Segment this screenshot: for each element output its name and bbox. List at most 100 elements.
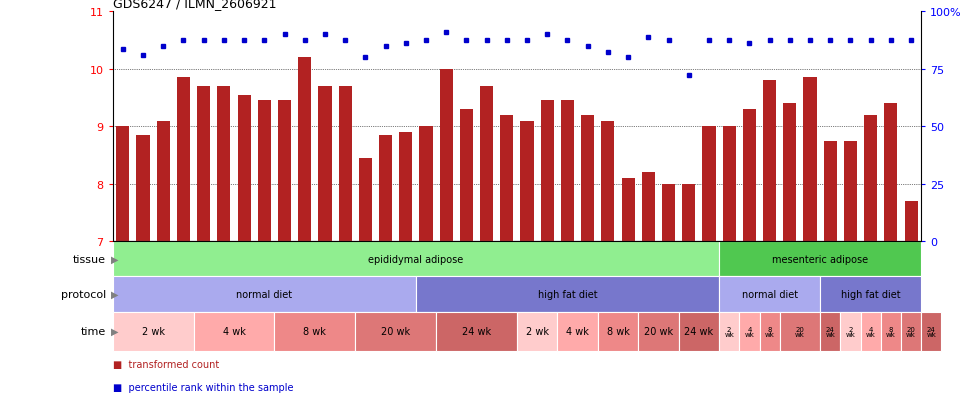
- Bar: [901, 312, 921, 351]
- Bar: [602, 121, 614, 242]
- Text: high fat diet: high fat diet: [841, 289, 901, 299]
- Text: mesenteric adipose: mesenteric adipose: [772, 254, 868, 264]
- Text: normal diet: normal diet: [742, 289, 798, 299]
- Text: 4 wk: 4 wk: [222, 326, 245, 337]
- Text: 2 wk: 2 wk: [525, 326, 549, 337]
- Bar: [258, 101, 270, 242]
- Text: 20 wk: 20 wk: [381, 326, 411, 337]
- Bar: [460, 110, 473, 242]
- Bar: [662, 184, 675, 242]
- Bar: [436, 312, 517, 351]
- Bar: [197, 87, 211, 242]
- Text: 24
wk: 24 wk: [926, 326, 936, 337]
- Bar: [864, 116, 877, 242]
- Bar: [678, 312, 719, 351]
- Bar: [218, 87, 230, 242]
- Text: 24 wk: 24 wk: [684, 326, 713, 337]
- Text: ▶: ▶: [111, 326, 119, 337]
- Bar: [113, 312, 193, 351]
- Bar: [399, 133, 413, 242]
- Text: 2
wk: 2 wk: [846, 326, 856, 337]
- Bar: [804, 78, 816, 242]
- Bar: [823, 141, 837, 242]
- Text: tissue: tissue: [74, 254, 106, 264]
- Bar: [419, 127, 432, 242]
- Bar: [355, 312, 436, 351]
- Bar: [763, 81, 776, 242]
- Bar: [682, 184, 696, 242]
- Bar: [840, 312, 860, 351]
- Text: 24
wk: 24 wk: [825, 326, 835, 337]
- Bar: [642, 173, 655, 242]
- Text: ■  percentile rank within the sample: ■ percentile rank within the sample: [113, 382, 293, 392]
- Bar: [359, 159, 372, 242]
- Bar: [298, 58, 312, 242]
- Bar: [760, 312, 780, 351]
- Bar: [176, 78, 190, 242]
- Bar: [318, 87, 331, 242]
- Bar: [780, 312, 820, 351]
- Bar: [739, 312, 760, 351]
- Bar: [703, 127, 715, 242]
- Bar: [820, 312, 840, 351]
- Text: 8 wk: 8 wk: [607, 326, 629, 337]
- Bar: [480, 87, 493, 242]
- Text: 8
wk: 8 wk: [886, 326, 896, 337]
- Bar: [237, 95, 251, 242]
- Bar: [638, 312, 678, 351]
- Bar: [722, 127, 736, 242]
- Text: 2
wk: 2 wk: [724, 326, 734, 337]
- Text: ■  transformed count: ■ transformed count: [113, 359, 219, 369]
- Bar: [157, 121, 170, 242]
- Bar: [379, 135, 392, 242]
- Text: 4
wk: 4 wk: [865, 326, 875, 337]
- Bar: [338, 87, 352, 242]
- Bar: [621, 178, 635, 242]
- Bar: [860, 312, 881, 351]
- Text: protocol: protocol: [61, 289, 106, 299]
- Text: 4 wk: 4 wk: [566, 326, 589, 337]
- Bar: [820, 277, 921, 312]
- Text: time: time: [81, 326, 106, 337]
- Text: 4
wk: 4 wk: [745, 326, 755, 337]
- Bar: [113, 242, 719, 277]
- Bar: [719, 277, 820, 312]
- Text: ▶: ▶: [111, 254, 119, 264]
- Bar: [783, 104, 797, 242]
- Text: GDS6247 / ILMN_2606921: GDS6247 / ILMN_2606921: [113, 0, 276, 10]
- Bar: [416, 277, 719, 312]
- Text: 24 wk: 24 wk: [462, 326, 491, 337]
- Text: high fat diet: high fat diet: [538, 289, 597, 299]
- Bar: [520, 121, 534, 242]
- Text: 2 wk: 2 wk: [142, 326, 165, 337]
- Bar: [884, 104, 898, 242]
- Bar: [278, 101, 291, 242]
- Text: 8
wk: 8 wk: [764, 326, 774, 337]
- Bar: [719, 242, 921, 277]
- Text: normal diet: normal diet: [236, 289, 292, 299]
- Bar: [193, 312, 274, 351]
- Bar: [136, 135, 150, 242]
- Text: 20 wk: 20 wk: [644, 326, 673, 337]
- Bar: [541, 101, 554, 242]
- Bar: [117, 127, 129, 242]
- Bar: [113, 277, 416, 312]
- Bar: [881, 312, 901, 351]
- Bar: [440, 70, 453, 242]
- Text: ▶: ▶: [111, 289, 119, 299]
- Bar: [581, 116, 594, 242]
- Bar: [743, 110, 756, 242]
- Bar: [274, 312, 355, 351]
- Bar: [719, 312, 739, 351]
- Bar: [905, 202, 917, 242]
- Bar: [598, 312, 638, 351]
- Text: epididymal adipose: epididymal adipose: [368, 254, 464, 264]
- Bar: [921, 312, 942, 351]
- Bar: [561, 101, 574, 242]
- Bar: [517, 312, 558, 351]
- Text: 8 wk: 8 wk: [304, 326, 326, 337]
- Bar: [500, 116, 514, 242]
- Bar: [558, 312, 598, 351]
- Text: 20
wk: 20 wk: [906, 326, 916, 337]
- Text: 20
wk: 20 wk: [795, 326, 805, 337]
